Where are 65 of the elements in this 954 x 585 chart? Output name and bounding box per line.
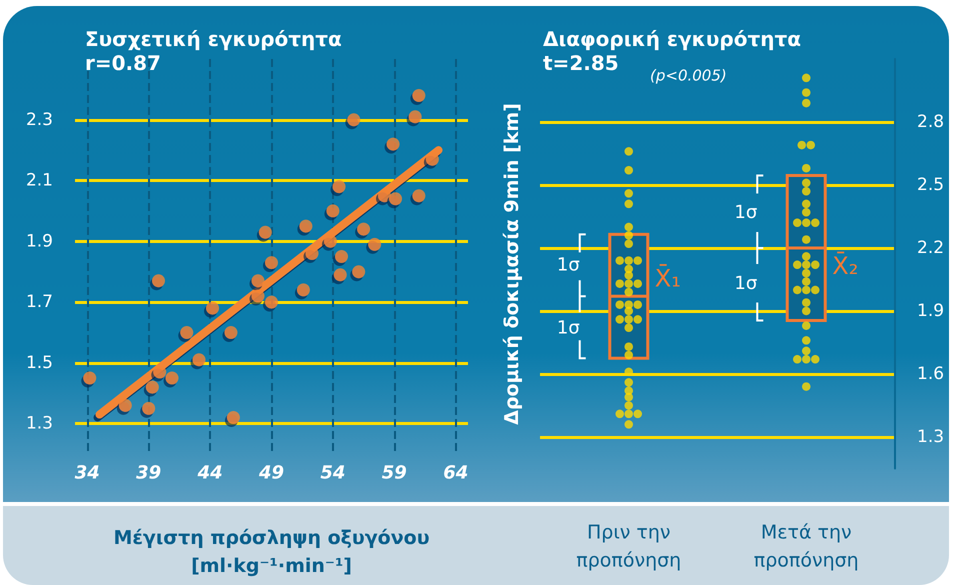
point [206,302,220,315]
point [334,268,347,282]
y-tick-label: 2.3 [26,110,53,130]
point [146,380,159,394]
point [408,110,422,124]
point [412,189,426,202]
x-tick-label: Πριν την προπόνηση [576,522,682,572]
annotation: 1σ [734,273,758,294]
y-tick-label: 1.9 [26,231,53,252]
point [258,226,272,239]
annotation: (p<0.005) [650,66,727,84]
point [83,372,96,385]
point [252,274,264,288]
y-axis-title: Δρομική δοκιμασία 9min [km] [501,103,523,425]
y-tick-label: 2.8 [917,112,944,132]
annotation: 1σ [556,317,580,338]
annotation: 1σ [734,202,758,223]
point [326,204,340,218]
point [368,238,382,251]
x-tick-label: 39 [136,462,162,484]
x-tick-label: 49 [258,462,284,484]
point [265,296,278,309]
chart-title: Συσχετική εγκυρότητα [85,27,342,51]
point [352,265,366,278]
chart-title: Διαφορική εγκυρότητα [543,27,801,51]
point [192,353,206,366]
x-tick-label: 54 [320,462,346,484]
chart-subtitle: r=0.87 [85,51,161,75]
point [324,234,337,248]
y-tick-label: 2.5 [917,175,944,195]
point [332,180,346,194]
point [347,113,360,126]
point [142,402,156,415]
x-tick-label: 64 [443,462,468,484]
point [412,88,426,102]
x-axis-title: Μέγιστη πρόσληψη οξυγόνου [ml·kg⁻¹·min⁻¹] [113,527,430,577]
point [118,398,132,412]
point [226,411,240,424]
y-tick-label: 1.3 [917,427,944,447]
point [335,250,348,263]
x-tick-label: 44 [196,462,223,484]
annotation: 1σ [556,254,580,276]
annotation: X̄₁ [654,264,681,292]
point [357,222,370,236]
y-tick-label: 2.1 [26,170,53,191]
y-tick-label: 1.5 [26,352,53,373]
y-tick-label: 1.9 [917,301,944,321]
chart-subtitle: t=2.85 [543,51,619,75]
y-tick-label: 1.6 [917,364,944,384]
point [296,283,310,296]
point [265,256,278,270]
x-tick-label: 34 [74,462,100,484]
y-tick-label: 2.2 [917,238,944,258]
y-tick-label: 1.3 [26,414,53,434]
x-tick-label: Μετά την προπόνηση [754,522,859,572]
point [299,220,312,233]
y-tick-label: 1.7 [26,292,53,312]
annotation: X̄₂ [832,252,858,280]
point [386,138,400,151]
x-tick-label: 59 [382,462,407,484]
point [389,192,402,206]
point [152,274,166,288]
point [224,326,238,339]
point [180,326,194,339]
point [166,372,179,385]
